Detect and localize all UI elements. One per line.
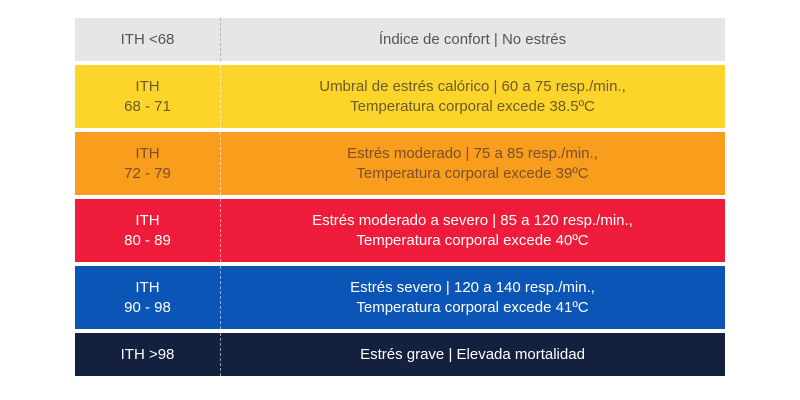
- ith-range-label: 90 - 98: [124, 298, 171, 316]
- ith-stress-table: ITH <68 Índice de confort | No estrés IT…: [75, 18, 725, 376]
- description-line-1: Estrés grave | Elevada mortalidad: [360, 345, 585, 363]
- description-line-1: Estrés moderado a severo | 85 a 120 resp…: [312, 211, 633, 229]
- table-row-moderate-to-severe-stress: ITH 80 - 89 Estrés moderado a severo | 8…: [75, 199, 725, 262]
- description-cell: Estrés moderado a severo | 85 a 120 resp…: [220, 211, 725, 251]
- description-line-2: Temperatura corporal excede 39ºC: [356, 164, 589, 182]
- ith-range-label: 80 - 89: [124, 231, 171, 249]
- ith-range-label: 72 - 79: [124, 164, 171, 182]
- column-divider: [220, 199, 221, 262]
- column-divider: [220, 266, 221, 329]
- description-cell: Umbral de estrés calórico | 60 a 75 resp…: [220, 77, 725, 117]
- ith-range-label: 68 - 71: [124, 97, 171, 115]
- ith-label: ITH: [135, 144, 160, 162]
- description-line-2: Temperatura corporal excede 38.5ºC: [350, 97, 595, 115]
- column-divider: [220, 132, 221, 195]
- table-row-grave-stress: ITH >98 Estrés grave | Elevada mortalida…: [75, 333, 725, 376]
- description-cell: Índice de confort | No estrés: [220, 30, 725, 50]
- table-row-moderate-stress: ITH 72 - 79 Estrés moderado | 75 a 85 re…: [75, 132, 725, 195]
- description-cell: Estrés severo | 120 a 140 resp./min., Te…: [220, 278, 725, 318]
- ith-range-cell: ITH 90 - 98: [75, 278, 220, 318]
- table-row-severe-stress: ITH 90 - 98 Estrés severo | 120 a 140 re…: [75, 266, 725, 329]
- ith-label: ITH: [135, 77, 160, 95]
- table-row-comfort: ITH <68 Índice de confort | No estrés: [75, 18, 725, 61]
- description-line-2: Temperatura corporal excede 41ºC: [356, 298, 589, 316]
- ith-range-label: ITH >98: [120, 345, 175, 363]
- description-line-1: Índice de confort | No estrés: [378, 30, 567, 48]
- ith-range-cell: ITH 72 - 79: [75, 144, 220, 184]
- column-divider: [220, 65, 221, 128]
- ith-label: ITH: [135, 278, 160, 296]
- description-line-1: Estrés moderado | 75 a 85 resp./min.,: [347, 144, 598, 162]
- ith-range-cell: ITH 80 - 89: [75, 211, 220, 251]
- description-cell: Estrés grave | Elevada mortalidad: [220, 345, 725, 365]
- ith-label: ITH: [135, 211, 160, 229]
- ith-range-cell: ITH <68: [75, 30, 220, 50]
- description-cell: Estrés moderado | 75 a 85 resp./min., Te…: [220, 144, 725, 184]
- description-line-2: Temperatura corporal excede 40ºC: [356, 231, 589, 249]
- description-line-1: Umbral de estrés calórico | 60 a 75 resp…: [319, 77, 626, 95]
- column-divider: [220, 333, 221, 376]
- description-line-1: Estrés severo | 120 a 140 resp./min.,: [350, 278, 595, 296]
- ith-range-label: ITH <68: [120, 30, 175, 48]
- ith-range-cell: ITH >98: [75, 345, 220, 365]
- ith-range-cell: ITH 68 - 71: [75, 77, 220, 117]
- column-divider: [220, 18, 221, 61]
- table-row-heat-stress-threshold: ITH 68 - 71 Umbral de estrés calórico | …: [75, 65, 725, 128]
